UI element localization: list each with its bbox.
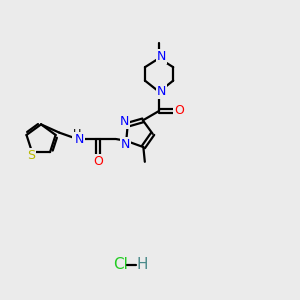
Text: H: H bbox=[73, 129, 81, 139]
Text: N: N bbox=[157, 85, 166, 98]
Text: S: S bbox=[27, 148, 35, 161]
Text: O: O bbox=[175, 104, 184, 117]
Text: N: N bbox=[157, 50, 166, 63]
Text: N: N bbox=[121, 138, 130, 151]
Text: Cl: Cl bbox=[113, 257, 128, 272]
Text: H: H bbox=[136, 257, 148, 272]
Text: N: N bbox=[74, 133, 84, 146]
Text: N: N bbox=[120, 115, 129, 128]
Text: O: O bbox=[93, 155, 103, 168]
